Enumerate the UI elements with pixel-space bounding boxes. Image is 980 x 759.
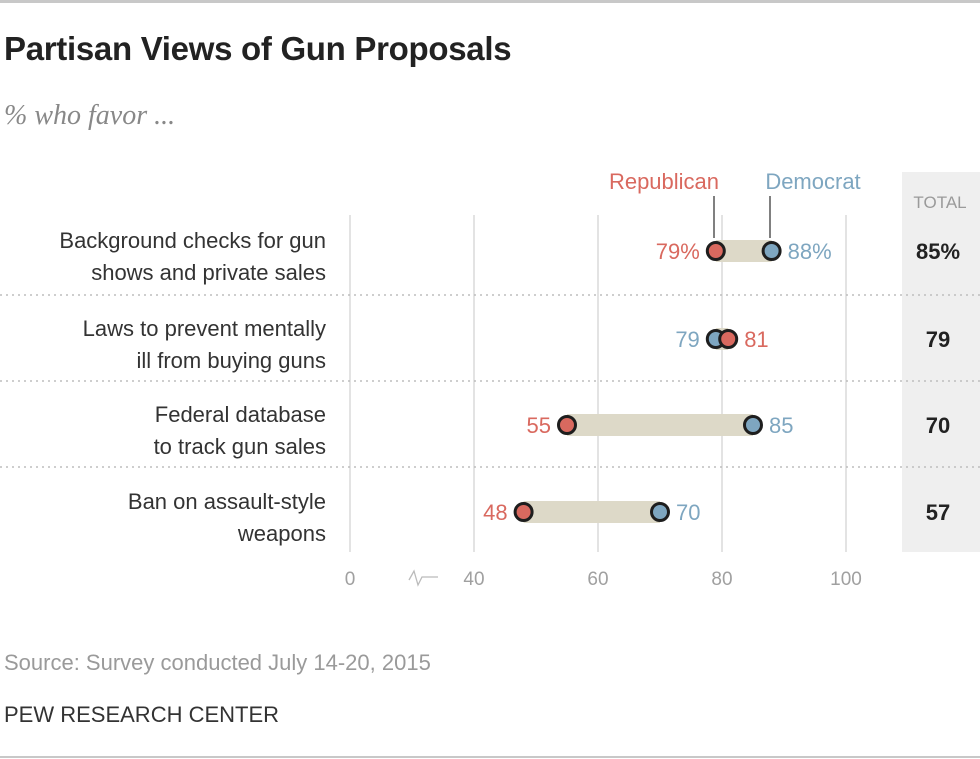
total-value: 85% <box>916 239 960 264</box>
category-label: weapons <box>237 521 326 546</box>
category-label: Laws to prevent mentally <box>83 316 326 341</box>
republican-value-label: 81 <box>744 327 768 352</box>
democrat-value-label: 85 <box>769 413 793 438</box>
legend-republican: Republican <box>609 169 719 194</box>
top-rule <box>0 0 980 3</box>
category-label: Ban on assault-style <box>128 489 326 514</box>
x-tick-label: 0 <box>345 569 356 590</box>
range-bar <box>567 414 753 436</box>
total-value: 70 <box>926 413 950 438</box>
brand-label: PEW RESEARCH CENTER <box>4 702 280 727</box>
range-bar <box>523 501 660 523</box>
x-tick-label: 80 <box>711 569 732 590</box>
republican-dot <box>557 415 577 435</box>
democrat-dot <box>743 415 763 435</box>
category-label: Background checks for gun <box>59 228 326 253</box>
republican-dot <box>705 241 726 261</box>
category-label: to track gun sales <box>154 434 326 459</box>
range-bar <box>715 240 772 262</box>
axis-break-icon <box>408 569 438 587</box>
bottom-rule <box>0 756 980 758</box>
x-tick-label: 60 <box>587 569 608 590</box>
category-label: ill from buying guns <box>136 348 326 373</box>
chart-subtitle: % who favor ... <box>4 100 176 131</box>
category-label: Federal database <box>155 402 326 427</box>
total-value: 57 <box>926 500 950 525</box>
source-note: Source: Survey conducted July 14-20, 201… <box>4 650 431 675</box>
republican-value-label: 79% <box>656 239 700 264</box>
x-tick-label: 100 <box>830 569 862 590</box>
category-label: shows and private sales <box>91 260 326 285</box>
total-header: TOTAL <box>913 193 966 212</box>
democrat-dot <box>650 502 670 522</box>
x-tick-label: 40 <box>463 569 484 590</box>
republican-dot <box>513 502 534 522</box>
democrat-dot <box>761 241 782 261</box>
democrat-value-label: 79 <box>675 327 699 352</box>
total-value: 79 <box>926 327 950 352</box>
chart-title: Partisan Views of Gun Proposals <box>4 30 512 67</box>
republican-dot <box>718 329 739 349</box>
republican-value-label: 55 <box>527 413 551 438</box>
legend-democrat: Democrat <box>765 169 860 194</box>
republican-value-label: 48 <box>483 500 507 525</box>
dot-range-chart: 0 40 60 80 100 Republican Democrat TOTAL Backgro… <box>0 169 980 590</box>
democrat-value-label: 88% <box>788 239 832 264</box>
democrat-value-label: 70 <box>676 500 700 525</box>
total-column-panel <box>902 172 980 552</box>
